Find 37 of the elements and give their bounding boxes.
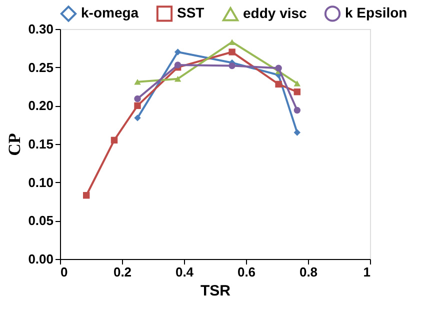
x-tick-label: 1 [363,264,370,280]
y-tick-label: 0.30 [28,22,54,36]
point [134,78,141,85]
point [275,64,282,72]
y-tick-label: 0.15 [28,136,54,152]
legend-label: k-omega [81,4,139,21]
point [228,62,236,70]
x-axis-title: TSR [200,282,231,300]
point [294,80,301,86]
point [134,102,141,110]
x-tick-label: 0 [60,264,68,280]
point [228,48,236,56]
point [110,136,118,144]
x-tick-label: 0.2 [113,264,132,280]
x-tick-label: 0.4 [175,264,194,280]
x-tick-label: 0.8 [299,264,318,280]
point [294,88,301,96]
point [82,192,90,199]
point [134,114,141,122]
x-tick-label: 0.6 [237,264,256,280]
y-tick-label: 0.05 [28,213,54,228]
legend-label: SST [177,4,205,21]
point [228,39,236,45]
point [275,80,282,88]
point [294,106,301,114]
point [134,95,141,102]
y-tick-label: 0.00 [28,252,54,266]
point [174,48,182,56]
legend-label: k Epsilon [345,4,408,21]
y-axis-title: CP [5,133,24,156]
point [174,62,182,68]
legend-label: eddy visc [243,5,308,22]
y-tick-label: 0.10 [28,174,54,190]
point [174,76,182,82]
y-tick-label: 0.25 [28,60,54,75]
point [294,129,301,136]
y-tick-label: 0.20 [28,98,54,114]
